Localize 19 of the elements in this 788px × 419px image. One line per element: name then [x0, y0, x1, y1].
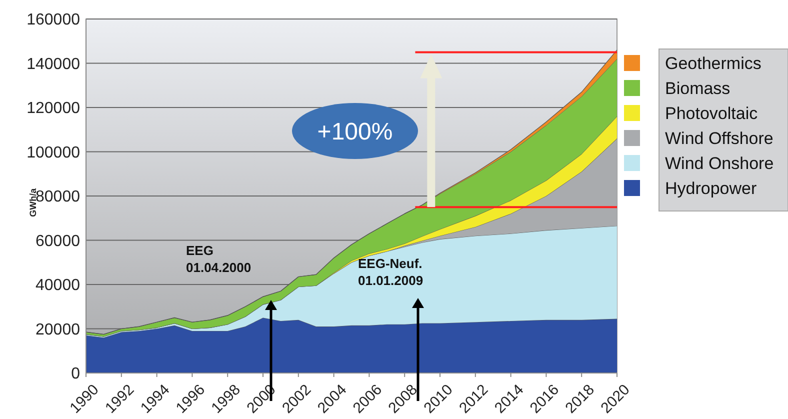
annotation: +100%: [317, 118, 393, 146]
y-axis-title: GWh/a: [28, 187, 38, 217]
legend-label: Geothermics: [665, 54, 762, 73]
y-tick-label: 0: [71, 366, 80, 383]
legend-label: Wind Offshore: [665, 128, 774, 148]
legend-label: Wind Onshore: [665, 154, 774, 173]
y-tick-label: 60000: [36, 232, 80, 250]
y-tick-label: 120000: [26, 100, 80, 118]
legend-label: Photovoltaic: [665, 104, 758, 123]
y-tick-label: 20000: [36, 321, 80, 338]
annotation: EEG-Neuf. 01.01.2009: [358, 256, 424, 288]
y-tick-label: 80000: [36, 188, 80, 206]
legend-label: Hydropower: [665, 178, 757, 198]
annotation: EEG 01.04.2000: [186, 243, 252, 275]
y-tick-label: 160000: [26, 12, 80, 29]
y-tick-label: 140000: [26, 56, 80, 73]
y-tick-label: 100000: [26, 144, 80, 162]
y-tick-label: 40000: [36, 277, 80, 294]
legend-label: Biomass: [665, 78, 730, 98]
